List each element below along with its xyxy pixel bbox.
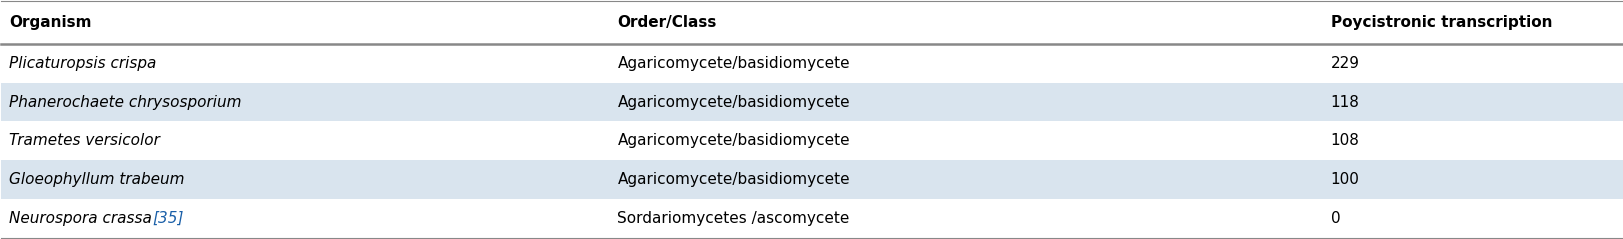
Text: Agaricomycete/basidiomycete: Agaricomycete/basidiomycete (617, 94, 849, 109)
Text: 229: 229 (1329, 56, 1358, 71)
Text: 100: 100 (1329, 172, 1358, 187)
Text: 0: 0 (1329, 211, 1339, 226)
Text: Trametes versicolor: Trametes versicolor (10, 133, 161, 148)
Bar (2, 160, 1621, 199)
Text: Sordariomycetes /ascomycete: Sordariomycetes /ascomycete (617, 211, 849, 226)
Text: Neurospora crassa: Neurospora crassa (10, 211, 153, 226)
Text: Organism: Organism (10, 15, 93, 30)
Text: Agaricomycete/basidiomycete: Agaricomycete/basidiomycete (617, 172, 849, 187)
Bar (2, 83, 1621, 121)
Text: [35]: [35] (153, 211, 183, 226)
Text: Plicaturopsis crispa: Plicaturopsis crispa (10, 56, 157, 71)
Text: 118: 118 (1329, 94, 1358, 109)
Text: Gloeophyllum trabeum: Gloeophyllum trabeum (10, 172, 185, 187)
Text: 108: 108 (1329, 133, 1358, 148)
Text: Phanerochaete chrysosporium: Phanerochaete chrysosporium (10, 94, 242, 109)
Text: Agaricomycete/basidiomycete: Agaricomycete/basidiomycete (617, 56, 849, 71)
Bar (2, 44, 1621, 83)
Bar (2, 199, 1621, 238)
Text: Order/Class: Order/Class (617, 15, 716, 30)
Text: Poycistronic transcription: Poycistronic transcription (1329, 15, 1552, 30)
Text: Agaricomycete/basidiomycete: Agaricomycete/basidiomycete (617, 133, 849, 148)
Bar (2, 121, 1621, 160)
